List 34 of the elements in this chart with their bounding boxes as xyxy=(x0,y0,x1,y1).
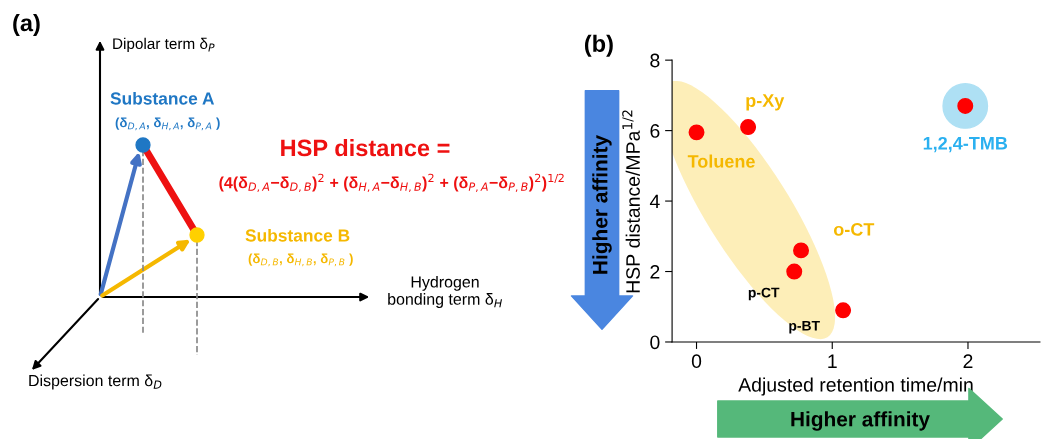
text: (δ$_{D,B}$, δ$_{H,B}$, δ$_{P,B}$ ) xyxy=(248,253,353,267)
text: Dispersion term δ$_{D}$ xyxy=(29,374,162,390)
text: (a) xyxy=(13,14,40,36)
annotation: o-CT xyxy=(833,223,875,236)
point xyxy=(786,263,803,280)
text: Substance B xyxy=(245,228,350,242)
annotation: p-Xy xyxy=(746,94,785,111)
text: HSP distance = xyxy=(281,139,450,157)
text: Substance A xyxy=(110,91,215,105)
text: Hydrogen bonding term δ$_{H}$ xyxy=(388,275,502,308)
point xyxy=(793,242,810,259)
chart-title: (b) xyxy=(584,34,613,57)
point xyxy=(740,119,757,136)
x-tick-label: 2 xyxy=(963,354,973,368)
y-tick-label: 8 xyxy=(650,53,660,68)
annotation: p-BT xyxy=(789,320,820,334)
y-tick-label: 0 xyxy=(650,335,660,350)
x-tick-label: 0 xyxy=(691,354,702,369)
text: Higher affinity xyxy=(592,135,612,274)
text: Higher affinity xyxy=(791,411,930,431)
annotation: p-CT xyxy=(748,287,780,301)
text: (δ$_{D,A}$, δ$_{H,A}$, δ$_{P,A}$ ) xyxy=(115,117,220,131)
y-tick-label: 4 xyxy=(649,194,660,209)
y-tick-label: 6 xyxy=(650,124,660,138)
point xyxy=(835,302,852,319)
x-tick-label: 1 xyxy=(828,354,837,368)
text: (4(δ$_{D,A}$−δ$_{D,B}$)$^{2}$ + (δ$_{H,A}$−δ$_{H,B}$)$^{2}$ + (δ$_{P,A}$−δ$_{P,B}$)$^{2}$)$^{1/2}$ xyxy=(219,173,564,193)
point xyxy=(688,124,705,141)
x-axis-title: Adjusted retention time/min xyxy=(738,377,973,396)
annotation: 1,2,4-TMB xyxy=(923,136,1008,153)
text: Dipolar term δ$_{P}$ xyxy=(113,37,215,53)
y-tick-label: 2 xyxy=(650,264,660,279)
annotation: Toluene xyxy=(687,154,755,168)
y-axis-title: HSP distance/MPa$^{1/2}$ xyxy=(622,110,640,293)
